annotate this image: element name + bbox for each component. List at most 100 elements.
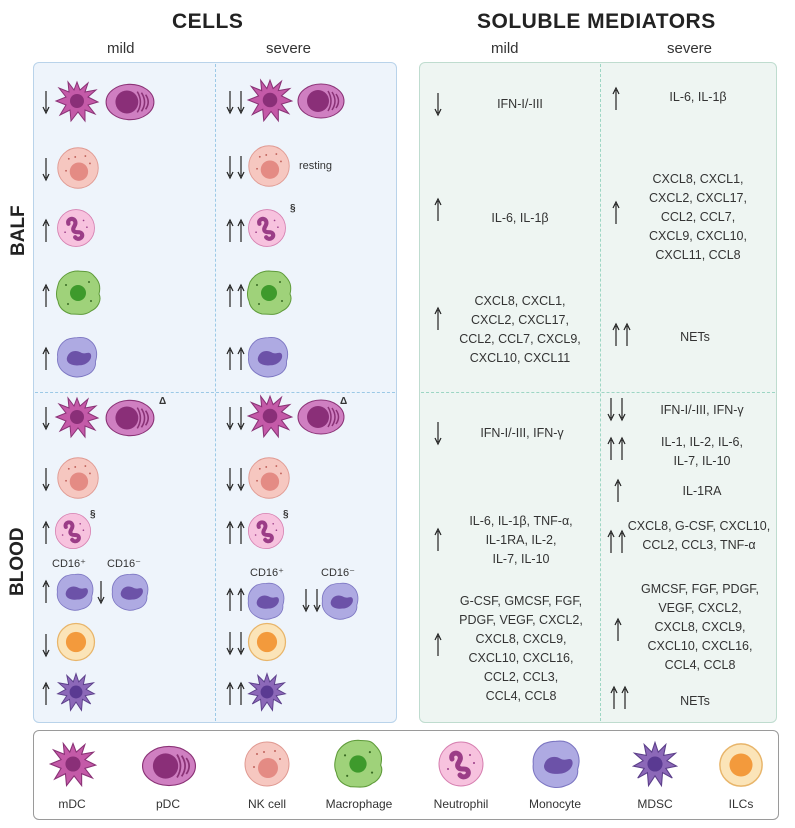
mediator-text: CXCL8, CXCL1, CXCL2, CXCL17, CCL2, CCL7,…	[649, 172, 747, 262]
up-arrow	[614, 478, 622, 504]
double-up-arrow	[607, 436, 626, 462]
legend: mDC pDC NK cell Macrophage Neutrophil Mo…	[33, 730, 779, 820]
ilc-icon	[246, 621, 288, 663]
resting-label: resting	[299, 160, 333, 172]
down-arrow	[434, 91, 442, 117]
mdc-icon	[46, 737, 100, 791]
double-up-arrow	[612, 322, 631, 348]
cd16-negative-label: CD16⁻	[107, 558, 141, 570]
monocyte-icon	[108, 571, 152, 613]
section-mark: §	[90, 509, 96, 520]
neutrophil-icon	[53, 511, 93, 551]
pdc-icon	[296, 397, 346, 437]
legend-label-nk-cell: NK cell	[247, 797, 287, 811]
monocyte-icon	[53, 571, 97, 613]
double-down-arrow	[226, 154, 245, 180]
up-arrow	[434, 632, 442, 658]
macrophage-icon	[331, 737, 385, 791]
mediator-text: NETs	[680, 694, 710, 708]
mediator-text: IL-1, IL-2, IL-6, IL-7, IL-10	[661, 435, 743, 468]
mediators-severe-header: severe	[667, 40, 713, 57]
monocyte-icon	[53, 334, 101, 380]
double-up-arrow	[226, 587, 245, 613]
down-arrow	[42, 632, 50, 658]
up-arrow	[612, 200, 620, 226]
mediator-text: IL-6, IL-1β	[491, 211, 549, 225]
mediator-text: IL-1RA	[682, 484, 722, 498]
neutrophil-icon	[55, 207, 97, 249]
pdc-icon	[296, 81, 346, 121]
monocyte-icon	[244, 580, 288, 622]
ilc-icon	[717, 741, 765, 789]
nk-cell-icon	[55, 455, 101, 501]
nk-cell-icon	[242, 739, 292, 789]
down-arrow	[42, 466, 50, 492]
nk-cell-icon	[246, 143, 292, 189]
mdc-icon	[244, 74, 296, 126]
soluble-mediators-heading: SOLUBLE MEDIATORS	[477, 10, 716, 33]
mediator-text: IFN-I/-III, IFN-γ	[660, 403, 744, 417]
double-up-arrow	[610, 685, 629, 711]
monocyte-icon	[529, 737, 583, 791]
mediator-text: IFN-I/-III, IFN-γ	[480, 426, 564, 440]
double-up-arrow	[226, 283, 245, 309]
mediator-text: G-CSF, GMCSF, FGF, PDGF, VEGF, CXCL2, CX…	[459, 594, 583, 703]
legend-label-mdsc: MDSC	[637, 797, 673, 811]
legend-label-neutrophil: Neutrophil	[433, 797, 489, 811]
balf-label: BALF	[8, 205, 29, 256]
delta-mark: Δ	[159, 396, 167, 407]
macrophage-icon	[53, 268, 103, 318]
legend-label-macrophage: Macrophage	[325, 797, 393, 811]
down-arrow	[42, 89, 50, 115]
mediator-text: NETs	[680, 330, 710, 344]
section-mark: §	[283, 509, 289, 520]
nk-cell-icon	[55, 145, 101, 191]
cd16-negative-label: CD16⁻	[321, 567, 355, 579]
mediator-text: IL-6, IL-1β	[669, 90, 727, 104]
monocyte-icon	[244, 334, 292, 380]
legend-label-monocyte: Monocyte	[528, 797, 582, 811]
up-arrow	[434, 197, 442, 223]
neutrophil-icon	[246, 511, 286, 551]
mediators-mild-header: mild	[491, 40, 519, 57]
up-arrow	[434, 306, 442, 332]
double-up-arrow	[226, 218, 245, 244]
neutrophil-icon	[436, 739, 486, 789]
up-arrow	[42, 520, 50, 546]
down-arrow	[42, 405, 50, 431]
up-arrow	[42, 681, 50, 707]
pdc-icon	[104, 81, 156, 123]
cells-severe-header: severe	[266, 40, 312, 57]
double-up-arrow	[226, 346, 245, 372]
mdsc-icon	[628, 737, 682, 791]
mediator-text: GMCSF, FGF, PDGF, VEGF, CXCL2, CXCL8, CX…	[640, 582, 760, 672]
cells-heading: CELLS	[172, 10, 244, 33]
down-arrow	[97, 579, 105, 605]
mediators-row-divider	[421, 392, 775, 393]
monocyte-icon	[318, 580, 362, 622]
down-arrow	[434, 420, 442, 446]
up-arrow	[434, 527, 442, 553]
up-arrow	[42, 218, 50, 244]
double-down-arrow	[226, 630, 245, 656]
up-arrow	[614, 617, 622, 643]
mediator-text: IFN-I/-III	[497, 97, 543, 111]
legend-label-mdc: mDC	[58, 797, 86, 811]
section-mark: §	[290, 203, 296, 214]
mdc-icon	[244, 390, 296, 442]
blood-label: BLOOD	[7, 527, 28, 596]
mdsc-icon	[53, 669, 99, 715]
mdsc-icon	[244, 669, 290, 715]
nk-cell-icon	[246, 455, 292, 501]
double-down-arrow	[226, 405, 245, 431]
double-down-arrow	[607, 396, 626, 422]
up-arrow	[42, 579, 50, 605]
legend-label-pdc: pDC	[155, 797, 181, 811]
macrophage-icon	[244, 268, 294, 318]
cells-row-divider	[35, 392, 395, 393]
mdc-icon	[52, 76, 102, 126]
neutrophil-icon	[246, 207, 288, 249]
double-up-arrow	[226, 681, 245, 707]
ilc-icon	[55, 621, 97, 663]
mediator-text: IL-6, IL-1β, TNF-α, IL-1RA, IL-2, IL-7, …	[469, 514, 573, 566]
